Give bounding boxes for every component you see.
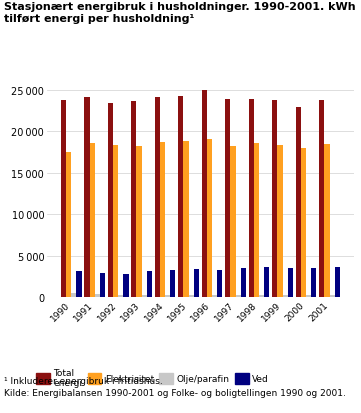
Bar (113, 145, 118, 297)
Bar (118, 295, 123, 297)
Bar (277, 145, 283, 297)
Bar (61, 101, 66, 297)
Bar (160, 143, 165, 297)
Legend: Total
energi, Elektrisitet, Olje/parafin, Ved: Total energi, Elektrisitet, Olje/parafin… (36, 368, 269, 387)
Bar (131, 102, 136, 297)
Bar (155, 97, 160, 297)
Bar (77, 271, 82, 297)
Bar (178, 97, 183, 297)
Bar (301, 149, 306, 297)
Bar (230, 147, 236, 297)
Bar (123, 274, 129, 297)
Bar (194, 269, 199, 297)
Bar (165, 295, 170, 297)
Text: Stasjonært energibruk i husholdninger. 1990-2001. kWh: Stasjonært energibruk i husholdninger. 1… (4, 2, 355, 12)
Bar (183, 141, 188, 297)
Bar (225, 100, 230, 297)
Bar (142, 296, 147, 297)
Bar (84, 97, 90, 297)
Bar (306, 296, 311, 297)
Bar (236, 295, 241, 297)
Text: Kilde: Energibalansen 1990-2001 og Folke- og boligtellingen 1990 og 2001.: Kilde: Energibalansen 1990-2001 og Folke… (4, 388, 345, 397)
Bar (330, 296, 335, 297)
Bar (71, 293, 77, 297)
Bar (288, 268, 293, 297)
Bar (283, 296, 288, 297)
Bar (108, 103, 113, 297)
Bar (319, 101, 324, 297)
Bar (188, 296, 194, 297)
Bar (136, 146, 142, 297)
Bar (254, 144, 259, 297)
Bar (296, 107, 301, 297)
Bar (264, 268, 269, 297)
Text: tilført energi per husholdning¹: tilført energi per husholdning¹ (4, 14, 194, 24)
Bar (241, 268, 246, 297)
Bar (217, 270, 222, 297)
Bar (249, 100, 254, 297)
Bar (311, 268, 316, 297)
Bar (100, 273, 105, 297)
Bar (272, 101, 277, 297)
Bar (66, 153, 71, 297)
Text: ¹ Inkluderer energibruk i fritidshus.: ¹ Inkluderer energibruk i fritidshus. (4, 376, 162, 385)
Bar (95, 294, 100, 297)
Bar (335, 268, 340, 297)
Bar (147, 272, 152, 297)
Bar (212, 295, 217, 297)
Bar (324, 145, 330, 297)
Bar (207, 140, 212, 297)
Bar (202, 90, 207, 297)
Bar (90, 144, 95, 297)
Bar (170, 270, 175, 297)
Bar (259, 296, 264, 297)
